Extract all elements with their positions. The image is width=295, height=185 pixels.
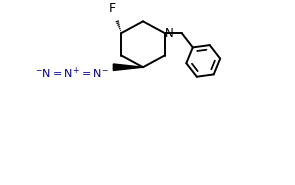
Polygon shape [113, 64, 143, 70]
Text: F: F [109, 2, 116, 15]
Text: N: N [165, 26, 173, 40]
Text: $\mathregular{^{-}N{=}N^{+}{=}N^{-}}$: $\mathregular{^{-}N{=}N^{+}{=}N^{-}}$ [35, 65, 109, 81]
